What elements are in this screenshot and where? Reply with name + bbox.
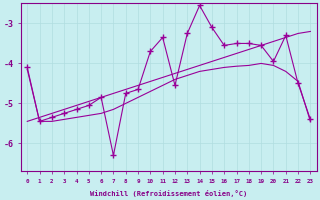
X-axis label: Windchill (Refroidissement éolien,°C): Windchill (Refroidissement éolien,°C) xyxy=(90,190,247,197)
